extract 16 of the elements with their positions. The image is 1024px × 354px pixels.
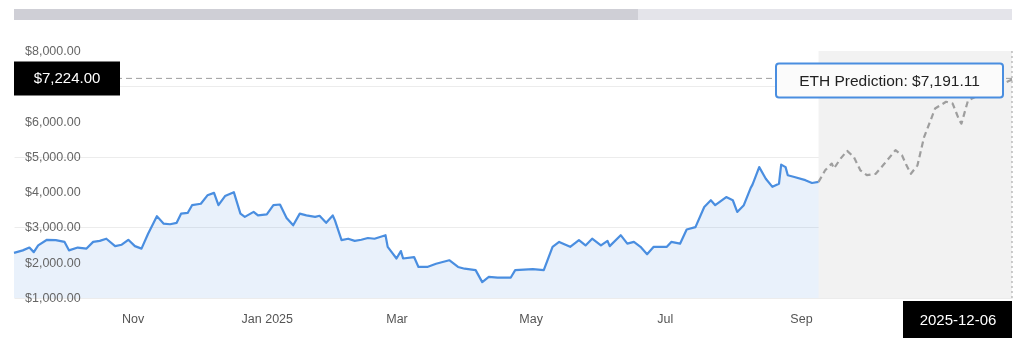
y-tick-label: $3,000.00 [25, 220, 81, 235]
ref-line-label: $7,224.00 [33, 69, 101, 87]
x-tick-label: Nov [122, 311, 146, 326]
ref-line-label: 2025-12-06 [919, 311, 997, 328]
y-tick-label: $4,000.00 [25, 185, 81, 200]
x-tick-label: Mar [386, 311, 408, 326]
x-tick-label: Jul [657, 311, 674, 326]
y-tick-label: $8,000.00 [25, 44, 81, 58]
y-tick-label: $5,000.00 [25, 149, 81, 164]
x-tick-label: Jan 2025 [241, 311, 294, 326]
y-tick-label: $1,000.00 [25, 291, 81, 305]
annotation: ETH Prediction: $7,191.11 [799, 71, 980, 89]
y-tick-label: $2,000.00 [25, 255, 81, 270]
y-tick-label: $6,000.00 [25, 114, 81, 129]
x-tick-label: Sep [790, 311, 813, 326]
x-tick-label: May [519, 311, 544, 326]
